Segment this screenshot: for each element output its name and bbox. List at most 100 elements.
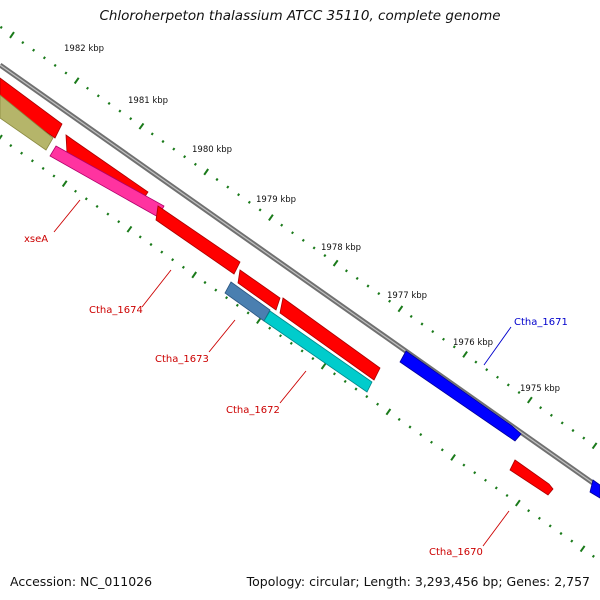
minor-tick xyxy=(193,162,197,166)
gene-label-ctha-1673[interactable]: Ctha_1673 xyxy=(155,354,209,365)
major-tick xyxy=(450,454,456,461)
major-tick xyxy=(526,396,533,404)
minor-tick xyxy=(505,493,509,498)
minor-tick xyxy=(52,174,56,178)
minor-tick xyxy=(376,402,380,406)
gene-arrow-blue-edge[interactable] xyxy=(589,479,600,499)
minor-tick xyxy=(343,379,347,383)
major-tick xyxy=(332,259,339,267)
minor-tick xyxy=(539,406,543,410)
minor-tick xyxy=(41,166,45,170)
minor-tick xyxy=(171,258,175,262)
gene-arrow-red[interactable] xyxy=(0,77,63,139)
minor-tick xyxy=(312,246,316,250)
gene-arrow-cyan[interactable] xyxy=(263,310,373,393)
gene-label-ctha-1670[interactable]: Ctha_1670 xyxy=(429,547,483,558)
outer-tick-track xyxy=(0,25,598,450)
kbp-label: 1975 kbp xyxy=(520,384,560,394)
accession-text: Accession: NC_011026 xyxy=(10,574,153,589)
kbp-tick-labels: 1982 kbp 1981 kbp 1980 kbp 1979 kbp 1978… xyxy=(64,44,560,394)
minor-tick xyxy=(161,139,165,144)
minor-tick xyxy=(548,524,552,528)
major-tick xyxy=(73,77,80,85)
minor-tick xyxy=(300,349,304,353)
minor-tick xyxy=(485,368,489,372)
minor-tick xyxy=(311,357,315,361)
minor-tick xyxy=(506,383,510,387)
kbp-label: 1976 kbp xyxy=(453,338,493,348)
minor-tick xyxy=(118,109,122,113)
minor-tick xyxy=(225,296,229,300)
major-tick xyxy=(268,214,274,221)
kbp-label: 1978 kbp xyxy=(321,243,361,253)
kbp-label: 1981 kbp xyxy=(128,96,168,106)
gene-arrow-ctha-1671[interactable] xyxy=(399,350,522,442)
topology-text: Topology: circular; Length: 3,293,456 bp… xyxy=(246,574,590,589)
minor-tick xyxy=(527,509,531,513)
gene-arrow-olive[interactable] xyxy=(0,94,54,151)
minor-tick xyxy=(138,235,142,239)
minor-tick xyxy=(377,292,381,296)
minor-tick xyxy=(301,238,305,242)
gene-label-ctha-1671[interactable]: Ctha_1671 xyxy=(514,317,568,328)
minor-tick xyxy=(235,303,239,307)
minor-tick xyxy=(397,417,401,421)
minor-tick xyxy=(355,276,359,280)
minor-tick xyxy=(214,288,218,292)
minor-tick xyxy=(408,425,412,429)
gene-label-ctha-1672[interactable]: Ctha_1672 xyxy=(226,405,280,416)
minor-tick xyxy=(183,155,187,159)
minor-tick xyxy=(30,159,34,163)
minor-tick xyxy=(172,147,176,151)
minor-tick xyxy=(571,428,575,433)
minor-tick xyxy=(42,56,46,60)
minor-tick xyxy=(64,71,68,75)
minor-tick xyxy=(290,231,295,235)
major-tick xyxy=(462,351,468,358)
minor-tick xyxy=(431,330,435,334)
minor-tick xyxy=(215,177,219,182)
minor-tick xyxy=(21,41,25,45)
gene-arrow-ctha-1670[interactable] xyxy=(509,459,554,496)
minor-tick xyxy=(332,372,336,376)
map-title: Chloroherpeton thalassium ATCC 35110, co… xyxy=(99,8,501,24)
major-tick xyxy=(203,168,210,176)
minor-tick xyxy=(582,436,586,440)
minor-tick xyxy=(150,132,154,136)
major-tick xyxy=(191,271,198,279)
major-tick xyxy=(126,225,133,233)
gene-arrow-ctha-1673[interactable] xyxy=(237,269,281,311)
minor-tick xyxy=(354,387,358,391)
major-tick xyxy=(514,499,521,507)
minor-tick xyxy=(237,193,241,197)
minor-tick xyxy=(517,390,521,395)
minor-tick xyxy=(495,375,500,379)
minor-tick xyxy=(160,250,164,254)
minor-tick xyxy=(226,185,230,189)
minor-tick xyxy=(344,269,348,273)
minor-tick xyxy=(96,94,100,98)
gene-label-xseA[interactable]: xseA xyxy=(24,234,48,245)
gene-arrow-ctha-1674[interactable] xyxy=(155,205,241,275)
minor-tick xyxy=(95,204,99,208)
inner-tick-track xyxy=(0,134,595,558)
gene-label-ctha-1674[interactable]: Ctha_1674 xyxy=(89,305,143,316)
gene-arrow-ctha-1672[interactable] xyxy=(279,297,381,381)
minor-tick xyxy=(32,48,36,52)
minor-tick xyxy=(323,254,327,258)
minor-tick xyxy=(537,516,541,520)
minor-tick xyxy=(84,197,88,201)
minor-tick xyxy=(420,322,424,326)
major-tick xyxy=(385,408,392,416)
label-connectors xyxy=(53,199,512,547)
minor-tick xyxy=(149,242,153,247)
minor-tick xyxy=(289,341,293,345)
minor-tick xyxy=(419,433,423,437)
minor-tick xyxy=(246,311,250,315)
major-tick xyxy=(579,545,586,553)
minor-tick xyxy=(440,448,444,452)
minor-tick xyxy=(20,151,24,155)
minor-tick xyxy=(181,265,185,269)
kbp-label: 1982 kbp xyxy=(64,44,104,54)
